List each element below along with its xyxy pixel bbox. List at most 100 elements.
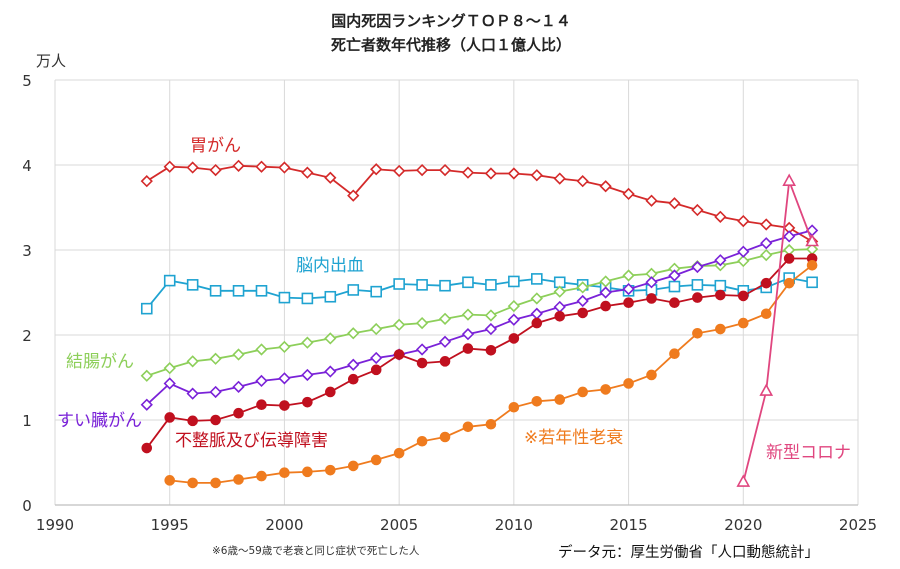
data-point [140,302,153,315]
data-point [255,343,268,356]
data-point [325,464,336,476]
data-point [302,396,313,408]
data-point [438,335,452,348]
y-tick-label: 2 [22,327,32,345]
x-tick-label: 2020 [724,516,762,534]
data-point [255,284,268,297]
data-point [209,163,222,177]
data-point [255,374,268,388]
data-point [645,276,658,289]
data-point [783,253,795,264]
data-point [324,332,337,345]
data-point [393,349,405,360]
data-point [141,442,153,454]
data-point [485,418,497,430]
data-point [737,290,749,302]
data-point [210,477,221,489]
data-point [508,275,520,288]
data-point [186,279,199,291]
data-point [760,218,773,231]
data-point [806,260,818,271]
data-point [599,180,612,193]
data-point [163,274,176,287]
data-point [415,316,429,330]
y-tick-label: 3 [22,242,32,260]
data-point [737,245,750,258]
data-point [232,284,245,297]
data-point [623,297,634,309]
data-point [256,399,267,411]
data-point [416,279,428,291]
data-point [163,362,176,375]
series-label: すい臓がん [57,411,142,431]
data-point [507,299,520,313]
data-point [760,237,773,250]
data-point [370,364,382,376]
data-point [691,203,704,217]
data-point [393,318,406,331]
data-point [714,254,727,267]
data-point [163,377,176,390]
data-point [324,171,337,184]
data-point [507,167,520,180]
data-point [233,407,244,419]
data-point [805,233,819,247]
data-point [232,159,245,172]
data-point [439,279,451,292]
data-point [507,313,520,326]
data-point [485,279,497,291]
data-point [531,317,543,329]
data-point [461,328,475,341]
data-point [393,164,406,178]
data-point [668,280,681,293]
series-line [146,164,813,243]
data-point [737,214,750,228]
data-point [347,327,360,340]
data-point [691,279,704,291]
data-point [760,277,772,289]
data-point [164,475,176,486]
data-point [439,431,451,443]
data-point [622,187,635,201]
data-point [737,317,749,329]
data-point [278,340,291,354]
axes: 0 1 2 3 4 5 1990 1995 2000 2005 2010 2015 2020 2025 [22,72,877,534]
data-point [623,378,634,389]
data-point [140,398,153,411]
data-point [554,311,566,322]
data-point [645,194,658,207]
data-point [370,163,383,176]
data-point [301,292,314,305]
data-point [279,400,290,411]
data-point [462,343,474,354]
data-point [508,401,520,413]
series-5 [141,253,818,454]
data-point [187,477,198,489]
data-point [140,369,153,382]
data-point [209,385,222,399]
data-point [461,308,475,321]
data-point [393,447,405,459]
data-point [622,282,635,296]
data-point [325,386,336,398]
data-point [439,356,451,367]
data-point [438,163,452,177]
series-6 [164,260,818,489]
series-label: 不整脈及び伝導障害 [175,431,328,451]
x-tick-label: 2005 [380,516,418,534]
data-point [783,230,796,243]
data-point [347,358,360,371]
series-label: 新型コロナ [766,443,851,463]
data-point [278,291,291,304]
data-point [347,373,359,385]
series-label: 脳内出血 [296,256,364,276]
series-line [742,180,813,483]
data-point [622,269,635,282]
data-point [530,169,543,182]
data-point [324,365,337,378]
y-tick-label: 0 [22,497,32,515]
data-source: データ元：厚生労働省「人口動態統計」 [558,543,819,561]
series-label: ※若年性老衰 [524,428,623,448]
